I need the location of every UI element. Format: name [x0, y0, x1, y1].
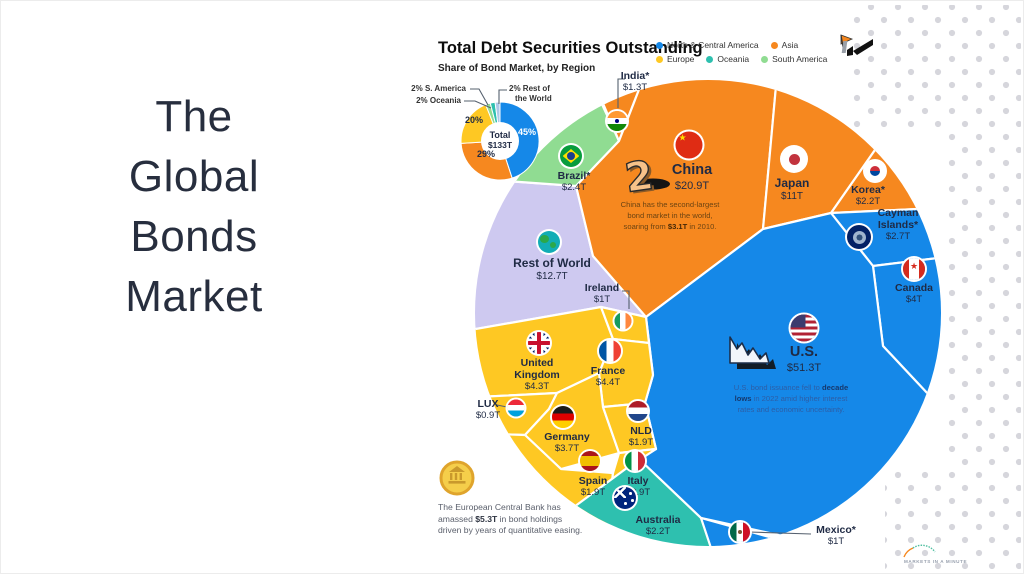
mexico-flag-icon [730, 522, 750, 542]
rest-of-world-callout-line [498, 89, 507, 104]
india-callout-line [617, 78, 625, 108]
label-us: U.S. $51.3T [786, 344, 822, 374]
label-germany: Germany $3.7T [544, 431, 590, 454]
legend-dot-yellow [656, 55, 663, 63]
chart-title: Total Debt Securities Outstanding [438, 39, 703, 57]
donut-hole [481, 122, 519, 160]
slide-title: The Global Bonds Market [125, 92, 263, 321]
legend-dot-teal [706, 55, 714, 63]
label-ireland: Ireland $1T [584, 282, 620, 305]
label-italy: Italy $2.9T [625, 475, 651, 498]
legend-item-oceania: Oceania [706, 54, 749, 64]
germany-flag-icon [552, 406, 574, 428]
usa-flag-icon [790, 314, 818, 342]
label-uk: United Kingdom $4.3T [514, 357, 560, 392]
ecb-note: The European Central Bank has amassed $5… [438, 502, 583, 535]
china-note: China has the second-largest bond market… [620, 200, 720, 231]
legend-dot-blue [656, 41, 663, 49]
label-brazil: Brazil* $2.4T [557, 170, 591, 193]
legend-dot-green [761, 55, 769, 63]
china-flag-icon: ★ [675, 131, 703, 159]
legend-item-europe: Europe [656, 54, 694, 64]
callout-rest-1: 2% Rest of [509, 84, 550, 93]
s-america-callout-line [470, 88, 489, 106]
label-rest-of-world: Rest of World $12.7T [513, 256, 591, 282]
legend: North & Central America Asia Europe Ocea… [656, 40, 871, 68]
australia-flag-icon [614, 487, 636, 509]
callout-lines [464, 78, 812, 535]
oceania-callout-line [464, 100, 492, 109]
spain-flag-icon [580, 451, 600, 471]
legend-item-south-america: South America [761, 54, 827, 64]
donut-total: Total $133T [487, 130, 513, 150]
chart-subtitle: Share of Bond Market, by Region [438, 63, 596, 74]
france-flag-icon [599, 340, 621, 362]
label-lux: LUX $0.9T [475, 398, 501, 421]
italy-flag-icon [625, 451, 645, 471]
uk-flag-icon [528, 332, 550, 354]
donut-pct-blue: 45% [517, 127, 537, 137]
dot-pattern-decoration [849, 5, 1021, 573]
markets-logo-arc [903, 544, 936, 558]
label-australia: Australia $2.2T [635, 514, 681, 537]
label-spain: Spain $1.9T [578, 475, 608, 498]
svg-text:2: 2 [625, 154, 659, 203]
globe-icon [538, 231, 560, 253]
donut-slice-north-central-america[interactable] [499, 101, 540, 179]
label-canada: Canada $4T [895, 282, 933, 305]
label-china: China $20.9T [671, 162, 713, 192]
ireland-callout-line [622, 290, 630, 309]
canada-flag-icon: ★ [903, 258, 925, 280]
lux-flag-icon [507, 399, 525, 417]
callout-rest-2: the World [515, 94, 552, 103]
us-falling-chart-graphic [729, 336, 776, 369]
ireland-flag-icon [614, 312, 632, 330]
markets-logo-text: MARKETS IN A MINUTE [904, 559, 968, 564]
legend-item-north-central-america: North & Central America [656, 40, 759, 50]
cayman-islands-flag-icon [847, 225, 871, 249]
label-korea: Korea* $2.2T [851, 184, 885, 207]
brazil-flag-icon [560, 145, 582, 167]
publisher-logo-icon [840, 34, 873, 56]
label-japan: Japan $11T [774, 176, 810, 202]
nld-flag-icon [628, 401, 648, 421]
label-france: France $4.4T [590, 365, 626, 388]
us-note: U.S. bond issuance fell to decade lows i… [733, 383, 849, 414]
mexico-callout-line [748, 531, 812, 535]
label-india: India* $1.3T [620, 70, 650, 93]
legend-dot-orange [770, 41, 778, 49]
legend-item-asia: Asia [770, 40, 798, 50]
label-nld: NLD $1.9T [628, 425, 654, 448]
callout-oceania: 2% Oceania [416, 96, 461, 105]
label-cayman-islands: Cayman Islands* $2.7T [877, 207, 919, 242]
callout-s-america: 2% S. America [411, 84, 466, 93]
japan-flag-icon [782, 147, 806, 171]
lux-callout-line [496, 404, 508, 408]
donut-pct-orange: 29% [476, 149, 496, 159]
korea-flag-icon [865, 161, 885, 181]
donut-pct-yellow: 20% [464, 115, 484, 125]
label-mexico: Mexico* $1T [816, 524, 856, 547]
region-donut [460, 101, 540, 181]
india-flag-icon [607, 111, 627, 131]
china-rank-2-graphic: 2 2 [622, 152, 670, 204]
ecb-coin-icon [439, 460, 475, 496]
